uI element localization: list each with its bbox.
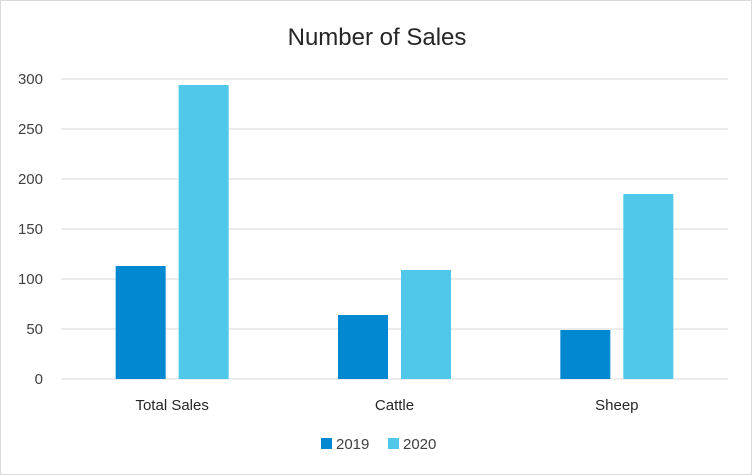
bar-2020-cattle bbox=[401, 270, 451, 379]
legend-swatch bbox=[388, 438, 399, 449]
bars bbox=[115, 85, 674, 379]
y-tick-label: 50 bbox=[26, 321, 43, 338]
x-axis-categories: Total Sales Cattle Sheep bbox=[135, 397, 638, 414]
y-tick-label: 200 bbox=[18, 171, 43, 188]
x-category-label: Sheep bbox=[595, 397, 638, 414]
legend-label: 2020 bbox=[403, 436, 436, 453]
y-tick-label: 100 bbox=[18, 271, 43, 288]
bar-2020-total-sales bbox=[178, 85, 229, 379]
chart-title: Number of Sales bbox=[288, 24, 467, 51]
bar-2019-sheep bbox=[560, 330, 611, 379]
x-category-label: Total Sales bbox=[135, 397, 208, 414]
y-tick-label: 0 bbox=[35, 371, 43, 388]
legend: 2019 2020 bbox=[321, 436, 436, 453]
legend-label: 2019 bbox=[336, 436, 369, 453]
x-category-label: Cattle bbox=[375, 397, 414, 414]
y-tick-label: 300 bbox=[18, 71, 43, 88]
legend-swatch bbox=[321, 438, 332, 449]
y-tick-label: 150 bbox=[18, 221, 43, 238]
bar-2020-sheep bbox=[623, 194, 674, 379]
bar-2019-total-sales bbox=[115, 266, 166, 379]
bar-2019-cattle bbox=[338, 315, 388, 379]
gridlines bbox=[61, 78, 728, 380]
y-tick-label: 250 bbox=[18, 121, 43, 138]
y-axis-ticks: 0 50 100 150 200 250 300 bbox=[18, 71, 43, 388]
